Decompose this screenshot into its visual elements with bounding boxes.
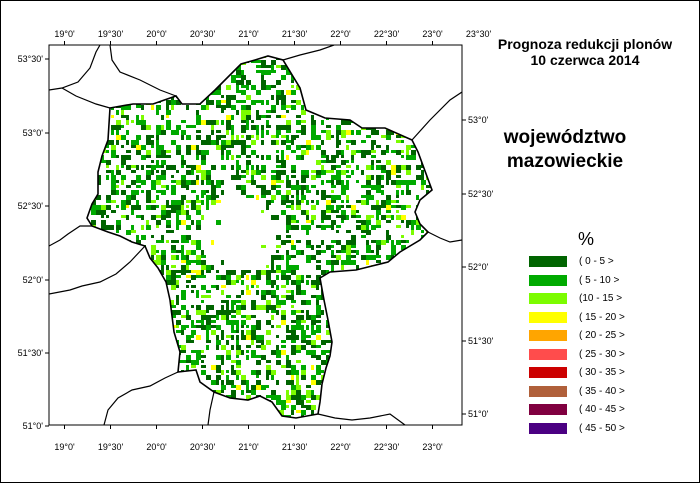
- left-latitude-label: 53°0': [23, 128, 44, 138]
- legend-item: (10 - 15 >: [529, 292, 689, 306]
- neighbour-boundaries: [49, 45, 462, 425]
- legend-label: ( 15 - 20 >: [579, 311, 625, 323]
- top-longitude-label: 19°0': [54, 29, 75, 39]
- legend-unit: %: [578, 229, 595, 249]
- legend-label: ( 35 - 40 >: [579, 385, 625, 397]
- legend-item: ( 30 - 35 >: [529, 366, 689, 380]
- bottom-longitude-label: 21°0': [238, 442, 259, 452]
- legend-swatch: [529, 422, 567, 434]
- top-longitude-label: 22°30': [374, 29, 400, 39]
- legend-label: (10 - 15 >: [579, 293, 623, 304]
- map-title: Prognoza redukcji plonów 10 czerwca 2014: [470, 36, 700, 68]
- left-latitude-label: 51°30': [18, 348, 44, 358]
- bottom-longitude-label: 21°30': [282, 442, 308, 452]
- bottom-longitude-label: 22°30': [374, 442, 400, 452]
- region-name: województwo mazowieckie: [490, 126, 640, 174]
- legend-swatch: [529, 385, 567, 397]
- top-longitude-label: 19°30': [98, 29, 124, 39]
- legend-swatch: [529, 404, 567, 415]
- legend-item: ( 35 - 40 >: [529, 385, 689, 399]
- legend-label: ( 40 - 45 >: [579, 404, 625, 415]
- bottom-longitude-label: 19°0': [54, 442, 75, 452]
- legend-label: ( 5 - 10 >: [579, 274, 620, 286]
- top-longitude-label: 23°30': [466, 29, 492, 39]
- legend-item: ( 5 - 10 >: [529, 274, 689, 288]
- left-latitude-label: 53°30': [18, 54, 44, 64]
- mazowieckie-boundary: [86, 55, 433, 419]
- bottom-longitude-label: 22°0': [330, 442, 351, 452]
- legend-swatch: [529, 367, 567, 378]
- right-latitude-label: 53°0': [468, 115, 489, 125]
- left-latitude-label: 51°0': [23, 421, 44, 431]
- bottom-longitude-label: 19°30': [98, 442, 124, 452]
- legend-item: ( 15 - 20 >: [529, 311, 689, 325]
- right-latitude-label: 52°30': [468, 189, 494, 199]
- top-longitude-label: 23°0': [422, 29, 443, 39]
- right-latitude-label: 51°30': [468, 336, 494, 346]
- legend-label: ( 0 - 5 >: [579, 256, 614, 267]
- bottom-longitude-label: 23°0': [422, 442, 443, 452]
- left-latitude-label: 52°0': [23, 275, 44, 285]
- top-longitude-label: 22°0': [330, 29, 351, 39]
- legend-swatch: [529, 274, 567, 286]
- left-latitude-label: 52°30': [18, 201, 44, 211]
- legend-item: ( 45 - 50 >: [529, 422, 689, 436]
- top-longitude-label: 20°0': [146, 29, 167, 39]
- right-latitude-label: 52°0': [468, 262, 489, 272]
- legend-swatch: [529, 256, 567, 267]
- map-title-line2: 10 czerwca 2014: [530, 52, 640, 68]
- legend-item: ( 20 - 25 >: [529, 329, 689, 343]
- legend-label: ( 30 - 35 >: [579, 367, 625, 378]
- map-title-line1: Prognoza redukcji plonów: [497, 36, 673, 52]
- legend-label: ( 25 - 30 >: [579, 348, 625, 360]
- legend-swatch: [529, 293, 567, 304]
- legend-label: ( 20 - 25 >: [579, 330, 625, 341]
- region-name-line1: województwo: [503, 127, 627, 148]
- legend-swatch: [529, 330, 567, 341]
- legend-swatch: [529, 348, 567, 360]
- legend-label: ( 45 - 50 >: [579, 422, 625, 434]
- legend-item: ( 40 - 45 >: [529, 403, 689, 417]
- top-longitude-label: 21°30': [282, 29, 308, 39]
- right-latitude-label: 51°0': [468, 409, 489, 419]
- top-longitude-label: 20°30': [190, 29, 216, 39]
- bottom-longitude-label: 20°30': [190, 442, 216, 452]
- legend-item: ( 0 - 5 >: [529, 255, 689, 269]
- region-name-line2: mazowieckie: [506, 151, 624, 172]
- legend-swatch: [529, 311, 567, 323]
- axis-ticks: 19°0' 19°30' 20°0' 20°30' 21°0' 21°30' 22°0' 22…: [18, 29, 494, 452]
- top-longitude-label: 21°0': [238, 29, 259, 39]
- bottom-longitude-label: 20°0': [146, 442, 167, 452]
- legend-item: ( 25 - 30 >: [529, 348, 689, 362]
